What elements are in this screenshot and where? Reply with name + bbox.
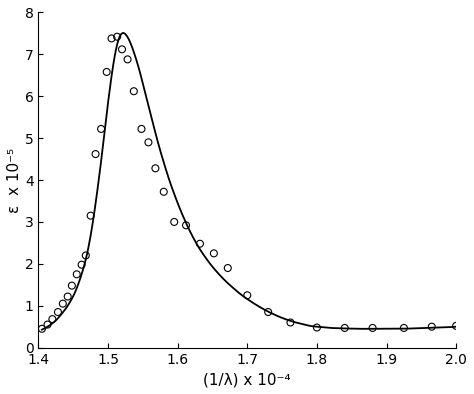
Point <box>196 241 204 247</box>
Point <box>244 292 251 298</box>
Point <box>224 265 232 271</box>
Point <box>171 219 178 225</box>
X-axis label: (1/λ) x 10⁻⁴: (1/λ) x 10⁻⁴ <box>203 372 291 387</box>
Point <box>341 325 348 331</box>
Point <box>44 322 51 328</box>
Point <box>49 316 56 322</box>
Point <box>428 323 436 330</box>
Point <box>124 56 131 63</box>
Point <box>73 271 81 277</box>
Point <box>92 151 100 157</box>
Point <box>113 33 121 40</box>
Point <box>64 294 72 300</box>
Point <box>54 309 62 315</box>
Point <box>152 165 159 171</box>
Point <box>182 222 190 229</box>
Point <box>82 252 90 258</box>
Point <box>38 325 46 332</box>
Point <box>287 320 294 326</box>
Point <box>108 35 115 42</box>
Point <box>137 126 145 132</box>
Point <box>160 189 167 195</box>
Y-axis label: ε  x 10⁻⁵: ε x 10⁻⁵ <box>7 147 22 213</box>
Point <box>400 325 408 331</box>
Point <box>452 323 460 329</box>
Point <box>210 250 218 256</box>
Point <box>130 88 137 95</box>
Point <box>313 324 321 331</box>
Point <box>369 325 376 331</box>
Point <box>145 139 152 145</box>
Point <box>59 301 67 307</box>
Point <box>103 69 110 75</box>
Point <box>118 46 126 52</box>
Point <box>78 262 85 268</box>
Point <box>87 212 94 219</box>
Point <box>97 126 105 132</box>
Point <box>68 282 76 289</box>
Point <box>264 309 272 315</box>
